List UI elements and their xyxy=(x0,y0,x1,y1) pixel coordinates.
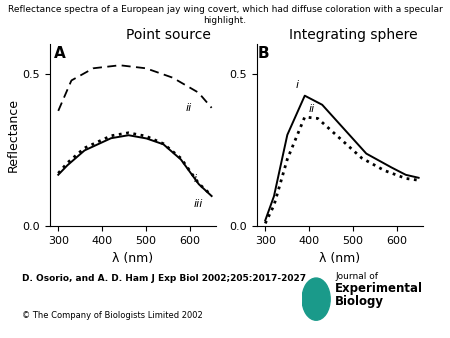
Text: ii: ii xyxy=(309,104,315,114)
X-axis label: λ (nm): λ (nm) xyxy=(319,252,360,265)
Y-axis label: Reflectance: Reflectance xyxy=(6,98,19,172)
Text: ii: ii xyxy=(185,103,192,113)
Text: B: B xyxy=(258,46,270,61)
Text: Point source: Point source xyxy=(126,28,211,42)
Text: highlight.: highlight. xyxy=(203,16,247,25)
Text: Experimental: Experimental xyxy=(335,282,423,295)
Text: Biology: Biology xyxy=(335,295,384,308)
Text: D. Osorio, and A. D. Ham J Exp Biol 2002;205:2017-2027: D. Osorio, and A. D. Ham J Exp Biol 2002… xyxy=(22,274,306,283)
Text: iii: iii xyxy=(194,199,203,209)
Circle shape xyxy=(302,278,330,320)
Text: i: i xyxy=(194,174,197,184)
Text: Reflectance spectra of a European jay wing covert, which had diffuse coloration : Reflectance spectra of a European jay wi… xyxy=(8,5,442,14)
Text: Integrating sphere: Integrating sphere xyxy=(289,28,418,42)
Text: © The Company of Biologists Limited 2002: © The Company of Biologists Limited 2002 xyxy=(22,311,203,320)
Text: i: i xyxy=(296,80,299,90)
X-axis label: λ (nm): λ (nm) xyxy=(112,252,153,265)
Text: A: A xyxy=(54,46,66,61)
Text: Journal of: Journal of xyxy=(335,272,378,281)
